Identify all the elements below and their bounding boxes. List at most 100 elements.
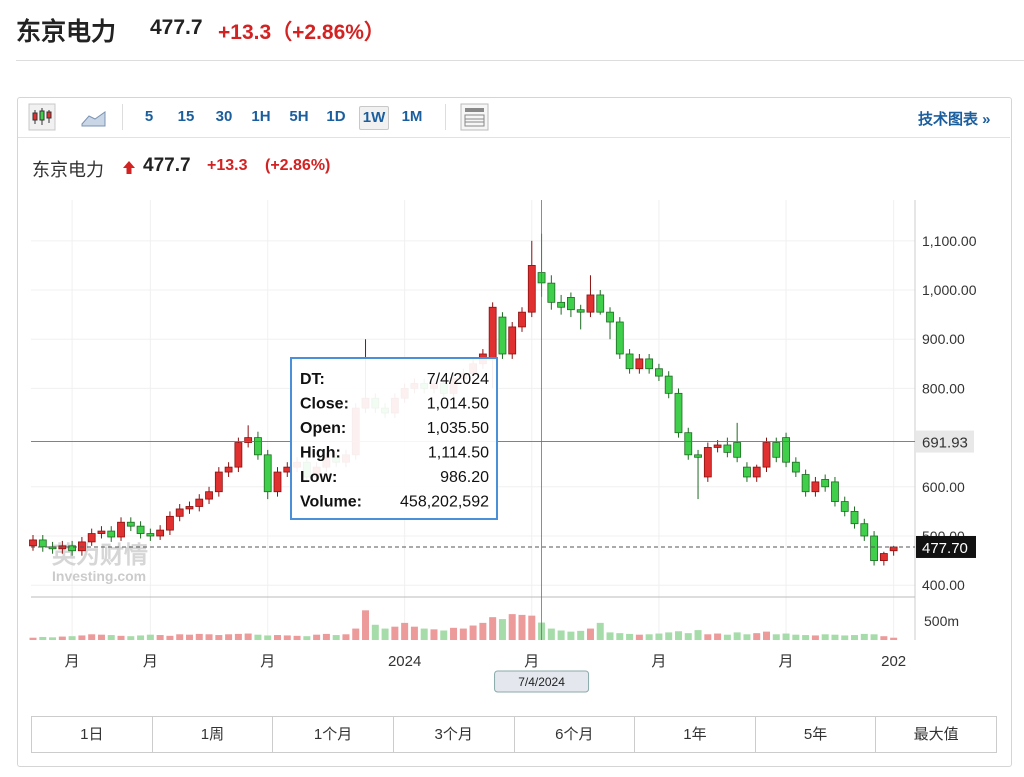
x-tick-label: 2024: [388, 653, 421, 670]
tooltip: [290, 357, 498, 520]
volume-bar: [450, 627, 458, 640]
range-button[interactable]: 最大值: [913, 726, 959, 743]
range-button[interactable]: 6个月: [515, 717, 636, 752]
candle-body: [254, 437, 262, 456]
range-button[interactable]: 1周: [153, 717, 274, 752]
tooltip-label: High:: [300, 445, 341, 462]
divider: [16, 60, 1024, 61]
candle-body: [527, 265, 536, 313]
title-name: 东京电力: [32, 160, 104, 180]
header-price: 477.7: [150, 16, 203, 39]
volume-bar: [743, 634, 751, 640]
candle-body: [224, 466, 233, 473]
interval-button[interactable]: 5: [144, 108, 154, 125]
range-button[interactable]: 3个月: [394, 717, 515, 752]
tooltip-label: Close:: [300, 396, 349, 413]
volume-bar: [410, 626, 418, 640]
volume-bar: [459, 628, 467, 640]
volume-bar: [860, 633, 868, 640]
interval-button[interactable]: 1D: [326, 108, 346, 125]
candle-body: [185, 506, 194, 510]
volume-bar: [225, 634, 233, 640]
candle-icon[interactable]: [28, 103, 56, 131]
chart-card: [17, 97, 1012, 767]
candle-body: [684, 432, 693, 456]
volume-bar: [606, 632, 614, 640]
candle-body: [645, 358, 654, 370]
interval-button[interactable]: 5H: [289, 108, 309, 125]
interval-button[interactable]: 1M: [401, 108, 423, 125]
volume-bar: [58, 636, 66, 640]
volume-bar: [234, 633, 242, 640]
tooltip-label: Volume:: [300, 494, 362, 511]
volume-bar: [665, 632, 673, 640]
separator: [445, 104, 446, 130]
volume-bar: [684, 633, 692, 640]
volume-bar: [107, 635, 115, 640]
x-tick-label: 月: [651, 653, 666, 670]
divider: [18, 137, 1010, 138]
candle-body: [791, 461, 800, 473]
volume-bar: [596, 622, 604, 640]
range-button[interactable]: 1年: [635, 717, 756, 752]
candle-body: [625, 353, 634, 370]
tooltip-value: 986.20: [440, 469, 489, 486]
tooltip-label: DT:: [300, 371, 325, 388]
candle-body: [557, 301, 566, 308]
y-tick-label: 400.00: [922, 577, 965, 593]
volume-bar: [440, 630, 448, 640]
candle-body: [107, 530, 116, 538]
candle-body: [175, 508, 184, 517]
candle-body: [674, 392, 683, 434]
interval-button[interactable]: 1W: [359, 106, 389, 130]
volume-bar: [176, 634, 184, 640]
volume-bar: [528, 615, 536, 640]
interval-button[interactable]: 30: [215, 108, 233, 125]
candle-body: [840, 501, 849, 512]
range-button[interactable]: 5年: [756, 717, 877, 752]
range-bar: 1日 1周 1个月 3个月 6个月 1年 5年 最大值: [31, 716, 997, 753]
volume-bar: [117, 635, 125, 640]
candle-body: [615, 321, 624, 355]
crosshair-date-tag: [494, 670, 590, 693]
candle-body: [283, 466, 292, 473]
volume-bar: [763, 631, 770, 640]
candle-body: [518, 311, 526, 328]
candle-body: [38, 539, 47, 548]
candle-body: [850, 511, 859, 525]
volume-bar: [401, 622, 409, 640]
header-change: +13.3（+2.86%）: [218, 21, 385, 44]
volume-bar: [313, 634, 321, 640]
tooltip-label: Low:: [300, 469, 337, 486]
candle-body: [801, 474, 810, 493]
candle-body: [811, 481, 820, 493]
range-button[interactable]: 1日: [32, 717, 153, 752]
candle-body: [488, 306, 497, 360]
x-tick-label: 202: [881, 653, 906, 670]
volume-bar: [635, 634, 643, 640]
volume-bar: [78, 635, 86, 640]
volume-bar: [254, 634, 262, 640]
candle-body: [146, 533, 155, 537]
range-button[interactable]: 1个月: [273, 717, 394, 752]
area-icon[interactable]: [80, 106, 108, 128]
volume-bar: [489, 617, 497, 640]
technical-link[interactable]: 技术图表 »: [918, 111, 991, 128]
candle-body: [596, 294, 605, 313]
candle-body: [214, 471, 223, 493]
interval-button[interactable]: 1H: [251, 108, 271, 125]
y2-tick-label: 500m: [924, 613, 959, 629]
volume-bar: [821, 634, 829, 640]
candle-body: [821, 479, 830, 488]
volume-bar: [518, 614, 526, 640]
volume-bar: [674, 631, 682, 640]
y-tick-label: 600.00: [922, 479, 965, 495]
candle-body: [733, 442, 742, 458]
volume-bar: [39, 636, 47, 640]
candle-body: [879, 553, 888, 561]
layout-icon[interactable]: [460, 103, 490, 131]
interval-button[interactable]: 15: [177, 108, 195, 125]
volume-bar: [508, 614, 516, 640]
y-tick-label: 1,100.00: [922, 233, 977, 249]
